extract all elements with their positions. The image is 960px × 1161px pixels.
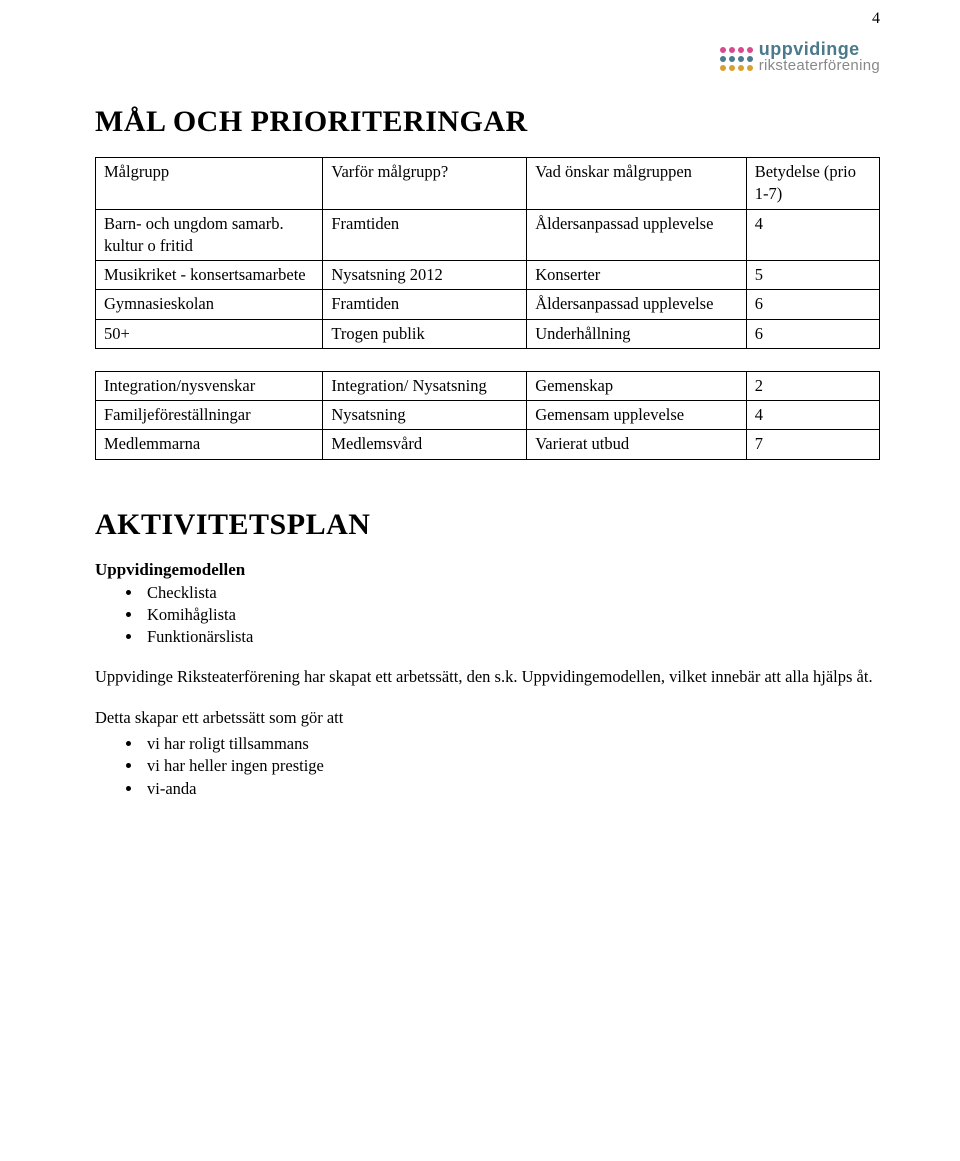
section1-title: MÅL OCH PRIORITERINGAR (95, 105, 880, 139)
th: Vad önskar målgruppen (527, 158, 747, 210)
td: Familjeföreställningar (96, 401, 323, 430)
page: 4 uppvidinge riksteaterförening MÅL OCH … (0, 0, 960, 878)
td: Musikriket - konsertsamarbete (96, 261, 323, 290)
table-row: 50+Trogen publikUnderhållning6 (96, 319, 880, 348)
td: Gemensam upplevelse (527, 401, 747, 430)
th: Varför målgrupp? (323, 158, 527, 210)
td: Trogen publik (323, 319, 527, 348)
td: Medlemmarna (96, 430, 323, 459)
td: Nysatsning 2012 (323, 261, 527, 290)
table1-body: Barn- och ungdom samarb. kultur o fritid… (96, 209, 880, 348)
th: Betydelse (prio 1-7) (746, 158, 879, 210)
section2-title: AKTIVITETSPLAN (95, 508, 880, 542)
td: Framtiden (323, 290, 527, 319)
td: Framtiden (323, 209, 527, 261)
list-item: vi-anda (143, 778, 880, 800)
td: 4 (746, 209, 879, 261)
table-row: FamiljeföreställningarNysatsningGemensam… (96, 401, 880, 430)
td: Underhållning (527, 319, 747, 348)
td: 2 (746, 371, 879, 400)
logo-line2: riksteaterförening (759, 58, 880, 73)
td: Gymnasieskolan (96, 290, 323, 319)
td: 6 (746, 319, 879, 348)
paragraph-1: Uppvidinge Riksteaterförening har skapat… (95, 666, 880, 688)
logo-line1: uppvidinge (759, 40, 880, 58)
paragraph-2: Detta skapar ett arbetssätt som gör att (95, 707, 880, 729)
list-item: Checklista (143, 582, 880, 604)
td: Åldersanpassad upplevelse (527, 209, 747, 261)
td: 5 (746, 261, 879, 290)
list-item: Komihåglista (143, 604, 880, 626)
td: Konserter (527, 261, 747, 290)
td: 50+ (96, 319, 323, 348)
table-priorities-1: Målgrupp Varför målgrupp? Vad önskar mål… (95, 157, 880, 349)
td: Medlemsvård (323, 430, 527, 459)
table-row: MedlemmarnaMedlemsvårdVarierat utbud7 (96, 430, 880, 459)
list-item: vi har heller ingen prestige (143, 755, 880, 777)
table-row: Integration/nysvenskarIntegration/ Nysat… (96, 371, 880, 400)
td: Integration/nysvenskar (96, 371, 323, 400)
td: Barn- och ungdom samarb. kultur o fritid (96, 209, 323, 261)
logo-dots-icon (720, 47, 753, 71)
list-item: Funktionärslista (143, 626, 880, 648)
td: Integration/ Nysatsning (323, 371, 527, 400)
list-item: vi har roligt tillsammans (143, 733, 880, 755)
bullets-2: vi har roligt tillsammansvi har heller i… (95, 733, 880, 800)
td: Gemenskap (527, 371, 747, 400)
td: 4 (746, 401, 879, 430)
td: Varierat utbud (527, 430, 747, 459)
td: Åldersanpassad upplevelse (527, 290, 747, 319)
subhead-uppvidingemodellen: Uppvidingemodellen (95, 560, 880, 580)
table-row: GymnasieskolanFramtidenÅldersanpassad up… (96, 290, 880, 319)
bullets-1: ChecklistaKomihåglistaFunktionärslista (95, 582, 880, 649)
logo: uppvidinge riksteaterförening (720, 40, 880, 73)
table-row: Musikriket - konsertsamarbeteNysatsning … (96, 261, 880, 290)
table-header-row: Målgrupp Varför målgrupp? Vad önskar mål… (96, 158, 880, 210)
th: Målgrupp (96, 158, 323, 210)
td: 6 (746, 290, 879, 319)
td: Nysatsning (323, 401, 527, 430)
page-number: 4 (872, 10, 880, 28)
logo-text: uppvidinge riksteaterförening (759, 40, 880, 73)
table-priorities-2: Integration/nysvenskarIntegration/ Nysat… (95, 371, 880, 460)
table2-body: Integration/nysvenskarIntegration/ Nysat… (96, 371, 880, 459)
table-row: Barn- och ungdom samarb. kultur o fritid… (96, 209, 880, 261)
td: 7 (746, 430, 879, 459)
